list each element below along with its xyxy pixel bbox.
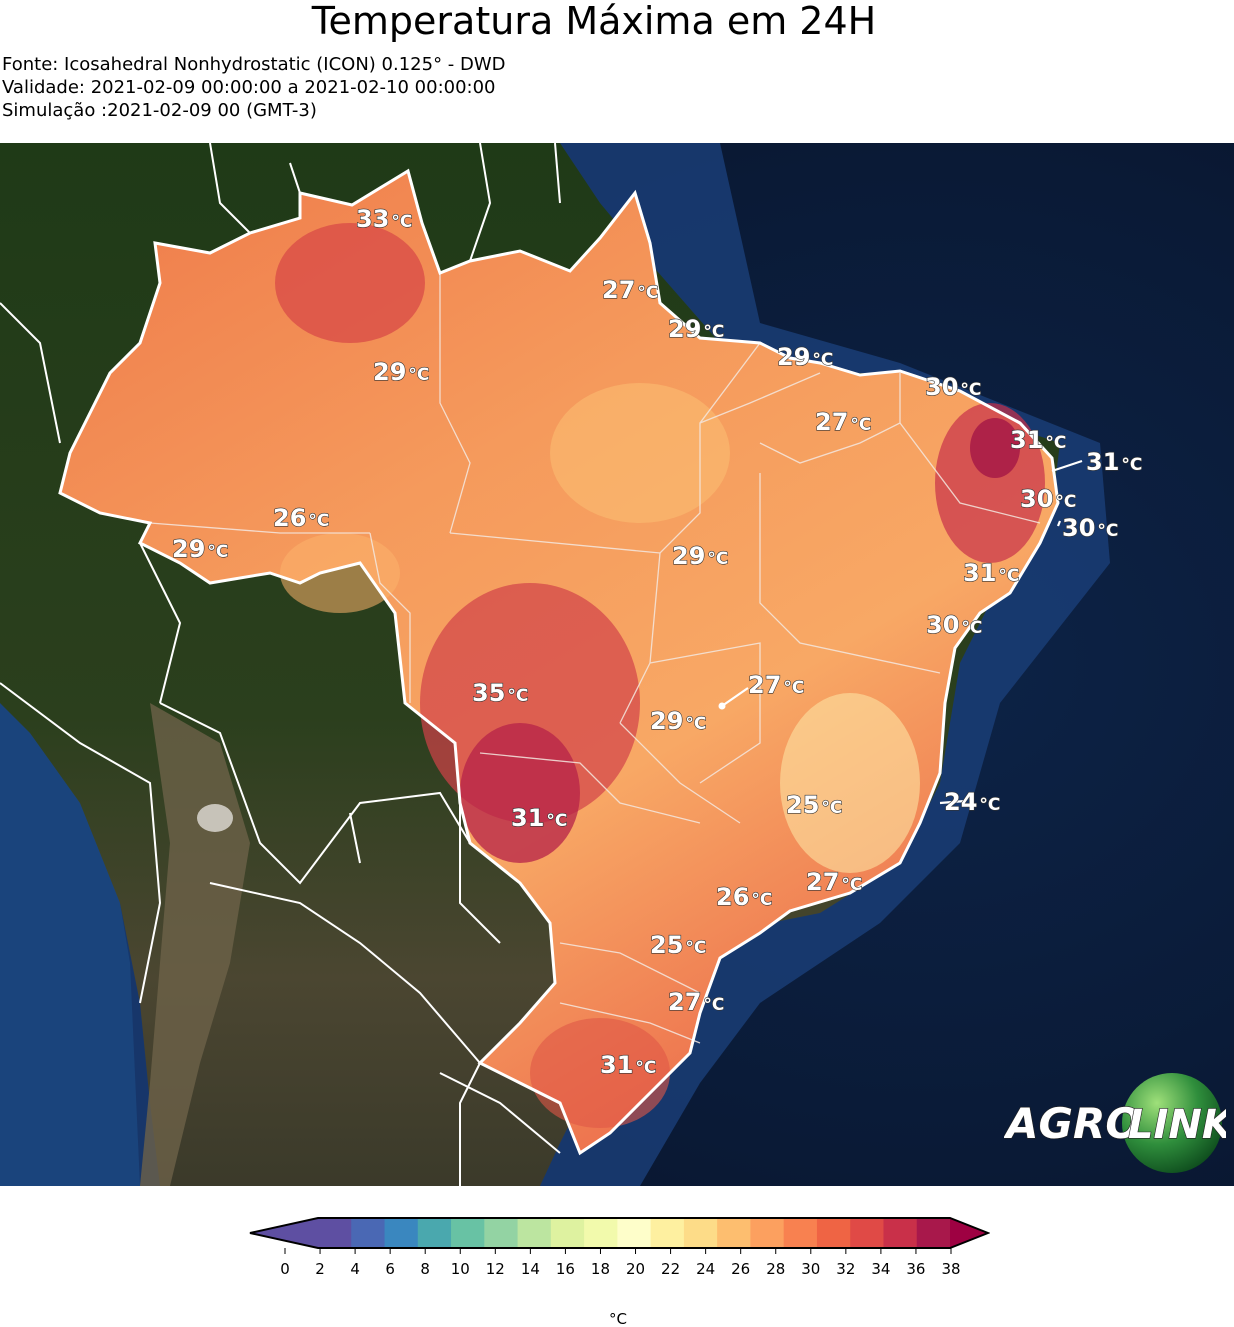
- colorbar-unit: °C: [609, 1310, 627, 1327]
- temperature-colorbar: 0 2 4 6 8 10 12 14 16 18 20 22 24 26 28 30 32 34 36 38 °C: [249, 1217, 990, 1327]
- colorbar-ticks: 0 2 4 6 8 10 12 14 16 18 20 22 24 26 28 30 32 34 36 38: [280, 1248, 961, 1278]
- colorbar-swatch: [417, 1218, 452, 1248]
- temp-label-amazonas-north: 29 °C: [373, 358, 429, 386]
- cool-zone-rondonia: [280, 533, 400, 613]
- colorbar-tick-label: 6: [385, 1260, 395, 1278]
- colorbar-swatch: [617, 1218, 652, 1248]
- pacific-shelf: [0, 663, 140, 1186]
- temp-label-ceara: 30 °C: [925, 373, 981, 401]
- hot-zone-south: [530, 1018, 670, 1128]
- colorbar-swatch: [550, 1218, 585, 1248]
- colorbar-under-arrow: [250, 1218, 318, 1248]
- colorbar-tick-label: 34: [871, 1260, 890, 1278]
- colorbar-swatch: [351, 1218, 386, 1248]
- temp-label-alagoas-sergipe: 31 °C: [963, 559, 1019, 587]
- temp-label-vitoria-coast: 24 °C: [944, 788, 1000, 816]
- colorbar-swatch: [650, 1218, 685, 1248]
- temp-label-roraima: 33 °C: [356, 205, 412, 233]
- colorbar-tick-label: 36: [906, 1260, 925, 1278]
- colorbar-tick-label: 18: [591, 1260, 610, 1278]
- colorbar-tick-label: 26: [731, 1260, 750, 1278]
- hot-zone-pantanal: [460, 723, 580, 863]
- colorbar-tick-label: 38: [941, 1260, 960, 1278]
- temp-label-goias: 29 °C: [650, 707, 706, 735]
- colorbar-swatch: [584, 1218, 618, 1248]
- temp-label-minas-gerais: 25 °C: [786, 791, 842, 819]
- temp-label-sao-paulo: 26 °C: [716, 883, 772, 911]
- agrolink-logo: AGRO LINK: [1004, 1073, 1226, 1173]
- simulation-line: Simulação :2021-02-09 00 (GMT-3): [2, 100, 317, 121]
- temp-label-santa-catarina: 27 °C: [668, 988, 724, 1016]
- colorbar-swatch: [916, 1218, 951, 1248]
- temp-label-rio-grande-do-sul: 31 °C: [600, 1051, 656, 1079]
- colorbar-swatch: [783, 1218, 818, 1248]
- temperature-labels: 33 °C 27 °C 29 °C 29 °C 29 °C 30 °C 27 °C 31 °C 31 °C 30 °C…: [171, 204, 1143, 1079]
- temp-label-para-nordeste: 29 °C: [668, 315, 724, 343]
- temp-label-maranhao-north: 29 °C: [777, 343, 833, 371]
- colorbar-swatch: [384, 1218, 419, 1248]
- colorbar-swatch: [318, 1218, 352, 1248]
- temp-label-natal-coast: 31 °C: [1086, 448, 1142, 476]
- map-title: Temperatura Máxima em 24H: [311, 0, 877, 43]
- colorbar-tick-label: 32: [836, 1260, 855, 1278]
- colorbar-tick-label: 0: [280, 1260, 290, 1278]
- country-borders: [0, 143, 561, 1186]
- source-line: Fonte: Icosahedral Nonhydrostatic (ICON)…: [2, 54, 506, 75]
- colorbar-swatch: [717, 1218, 752, 1248]
- temp-label-brasilia: 27 °C: [748, 671, 804, 699]
- colorbar-tick-label: 4: [350, 1260, 360, 1278]
- temp-label-rio-de-janeiro: 27 °C: [806, 868, 862, 896]
- leader-lines: [721, 459, 1083, 805]
- colorbar-tick-label: 10: [451, 1260, 470, 1278]
- temp-label-paraiba: 30 °C: [1020, 485, 1076, 513]
- colorbar-tick-label: 12: [486, 1260, 505, 1278]
- colorbar-tick-label: 30: [801, 1260, 820, 1278]
- temp-label-parana: 25 °C: [650, 931, 706, 959]
- brazil-border: [58, 168, 1060, 1156]
- temp-label-piaui: 27 °C: [815, 408, 871, 436]
- colorbar-swatch: [484, 1218, 519, 1248]
- colorbar-swatch: [883, 1218, 918, 1248]
- temperature-map: 33 °C 27 °C 29 °C 29 °C 29 °C 30 °C 27 °C 31 °C 31 °C 30 °C…: [0, 143, 1234, 1186]
- colorbar-swatch: [850, 1218, 885, 1248]
- colorbar-tick-label: 20: [626, 1260, 645, 1278]
- logo-globe: [1122, 1073, 1222, 1173]
- colorbar-tick-label: 14: [521, 1260, 540, 1278]
- temp-label-bahia-coast: 30 °C: [926, 611, 982, 639]
- temp-label-mato-grosso-do-sul: 31 °C: [511, 804, 567, 832]
- colorbar-swatch: [816, 1218, 851, 1248]
- validity-line: Validade: 2021-02-09 00:00:00 a 2021-02-…: [2, 77, 496, 98]
- colorbar-tick-label: 28: [766, 1260, 785, 1278]
- temp-label-rio-grande-do-norte: 31 °C: [1010, 426, 1066, 454]
- colorbar-tick-label: 24: [696, 1260, 715, 1278]
- colorbar-swatches: [249, 1217, 990, 1249]
- cool-zone-minas: [780, 693, 920, 873]
- colorbar-tick-label: 22: [661, 1260, 680, 1278]
- hot-zone-paraiba: [970, 418, 1020, 478]
- colorbar-swatch: [517, 1218, 552, 1248]
- temp-label-rondonia-north: 26 °C: [273, 504, 329, 532]
- cool-zone-interior: [550, 383, 730, 523]
- salt-flat: [197, 804, 233, 832]
- temp-label-recife-coast: 30 °C: [1062, 514, 1118, 542]
- logo-agro-text: AGRO: [1004, 1099, 1141, 1148]
- colorbar-tick-label: 8: [420, 1260, 430, 1278]
- colorbar-outline: [249, 1217, 990, 1249]
- temp-label-mato-grosso: 35 °C: [472, 679, 528, 707]
- colorbar-swatch: [451, 1218, 485, 1248]
- temp-label-amapa: 27 °C: [602, 276, 658, 304]
- hot-zone-roraima: [275, 223, 425, 343]
- colorbar-over-arrow: [950, 1218, 988, 1248]
- colorbar-tick-label: 16: [556, 1260, 575, 1278]
- temp-label-tocantins: 29 °C: [672, 542, 728, 570]
- logo-link-text: LINK: [1128, 1102, 1226, 1148]
- colorbar-tick-label: 2: [315, 1260, 325, 1278]
- temp-label-acre: 29 °C: [172, 535, 228, 563]
- colorbar-swatch: [683, 1218, 718, 1248]
- colorbar-swatch: [750, 1218, 785, 1248]
- state-borders: [149, 273, 1041, 1044]
- brasilia-marker: [718, 702, 726, 710]
